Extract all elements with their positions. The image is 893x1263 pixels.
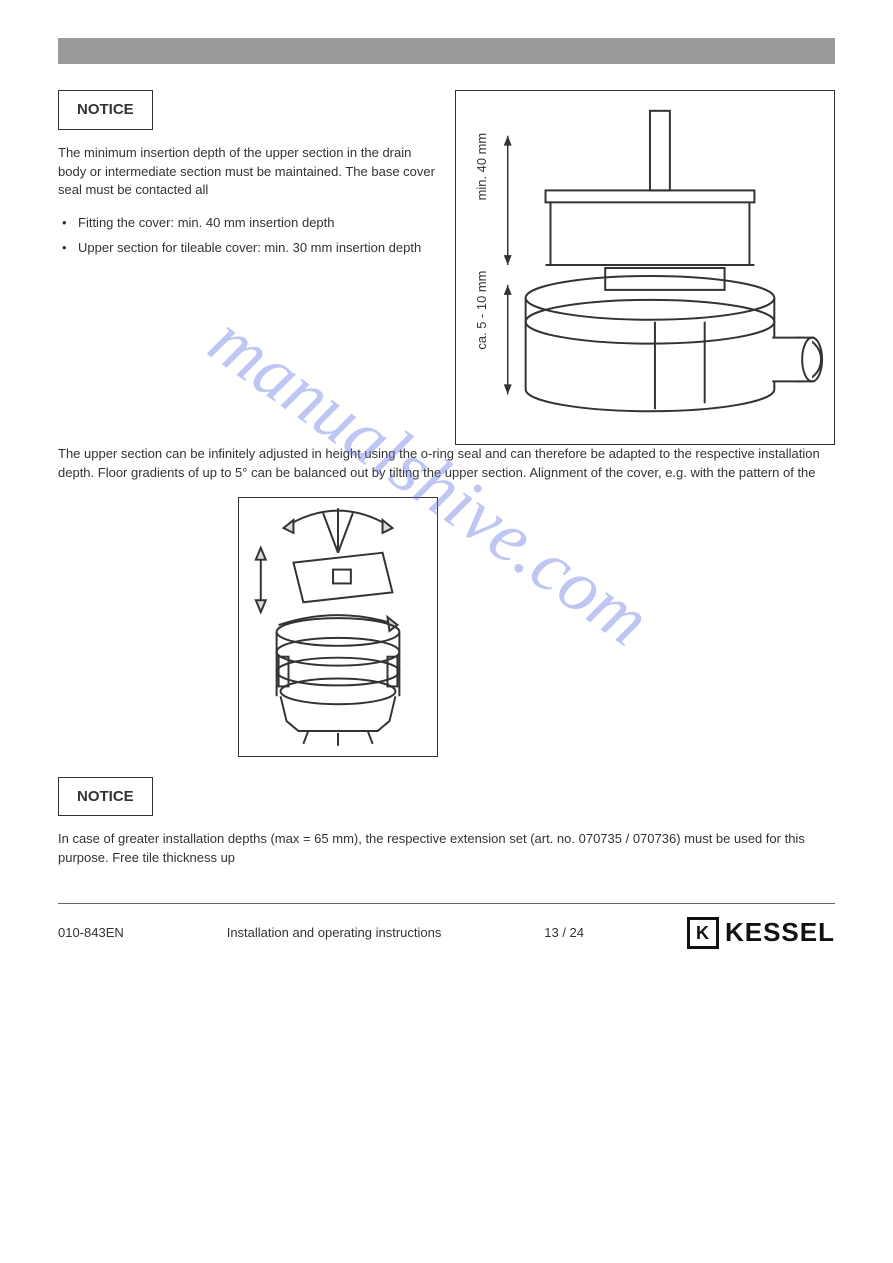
brand-mark-icon: K — [687, 917, 719, 949]
footer-title: Installation and operating instructions — [227, 924, 442, 943]
footer-page: 13 / 24 — [544, 924, 584, 943]
page-footer: 010-843EN Installation and operating ins… — [58, 903, 835, 952]
header-bar — [58, 38, 835, 64]
figure-drain-section: min. 40 mm ca. 5 - 10 mm — [455, 90, 835, 445]
body-paragraph: The upper section can be infinitely adju… — [58, 445, 835, 483]
list-item: Upper section for tileable cover: min. 3… — [58, 239, 435, 258]
list-item: Fitting the cover: min. 40 mm insertion … — [58, 214, 435, 233]
notice-body-2: In case of greater installation depths (… — [58, 830, 835, 868]
notice-label-2: NOTICE — [58, 777, 153, 817]
footer-doc-id: 010-843EN — [58, 924, 124, 943]
brand-logo: K KESSEL — [687, 914, 835, 952]
notice-label-1: NOTICE — [58, 90, 153, 130]
notice-list-1: Fitting the cover: min. 40 mm insertion … — [58, 214, 435, 258]
fig1-annot-top: min. 40 mm — [474, 133, 489, 200]
notice-body-1: The minimum insertion depth of the upper… — [58, 144, 435, 201]
fig1-annot-bottom: ca. 5 - 10 mm — [474, 271, 489, 350]
brand-name: KESSEL — [725, 914, 835, 952]
figure-adjustable-upper — [238, 497, 438, 757]
